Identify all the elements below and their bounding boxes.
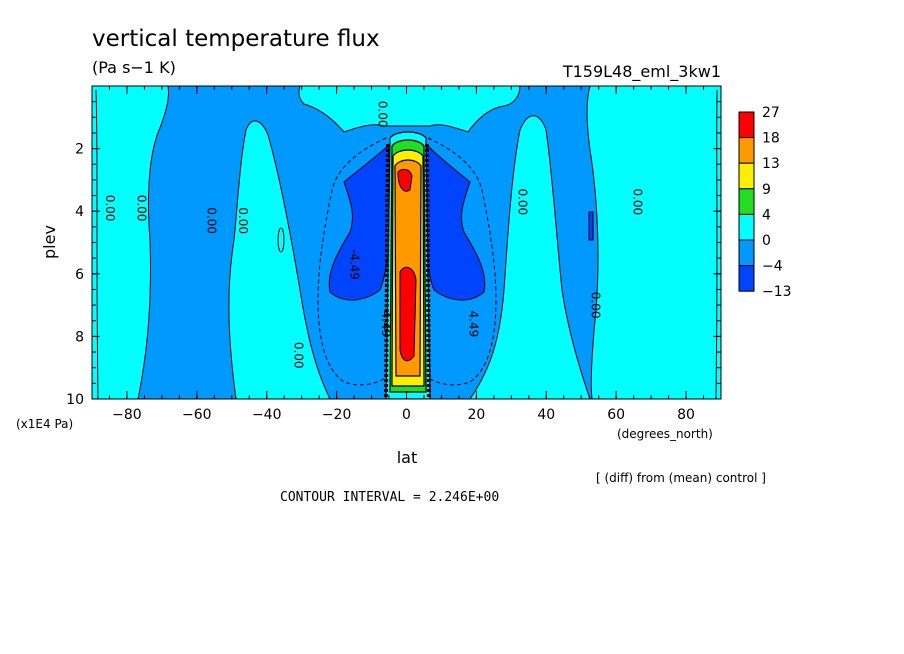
small-contour-west <box>277 227 285 253</box>
colorbar-swatch <box>738 111 755 139</box>
dashed-contour-west <box>317 137 389 386</box>
contour-interval: CONTOUR INTERVAL = 2.246E+00 <box>280 490 499 505</box>
y-axis-label: plev <box>40 225 59 259</box>
core-red-upper <box>397 168 413 192</box>
y-tick-label: 6 <box>75 267 84 283</box>
colorbar-swatch <box>738 213 755 241</box>
contour-labels: 0.00 0.00 0.00 0.00 0.00 0.00 -4.49 4.49 4.49 0.0… <box>103 101 645 369</box>
y-tick-label: 2 <box>75 142 84 158</box>
contour-label: 0.00 <box>292 342 306 369</box>
small-feature-east <box>588 211 594 241</box>
x-tick-label: 60 <box>607 407 625 423</box>
x-tick-label: −60 <box>182 407 212 423</box>
y-tick-label: 4 <box>75 204 84 220</box>
y-axis-units: (x1E4 Pa) <box>16 417 73 431</box>
dashed-contour-east <box>425 137 497 386</box>
colorbar: 27 18 13 9 4 0 −4 −13 <box>738 105 792 300</box>
plot-area <box>92 86 721 399</box>
x-tick-label: 40 <box>537 407 555 423</box>
x-tick-label: −20 <box>322 407 352 423</box>
colorbar-swatch <box>738 188 755 215</box>
chart-units: (Pa s−1 K) <box>92 58 176 77</box>
contour-label: 4.49 <box>379 311 393 338</box>
contour-label: 0.00 <box>631 188 645 215</box>
colorbar-swatch <box>738 265 755 292</box>
colorbar-swatch <box>738 137 755 164</box>
axes: −80 −60 −40 −20 0 20 40 60 80 2 4 6 8 10 <box>66 85 722 423</box>
contour-label: 0.00 <box>515 188 529 215</box>
x-tick-label: −40 <box>252 407 282 423</box>
contour-label: 0.00 <box>376 101 390 128</box>
contour-label: 0.00 <box>204 207 218 234</box>
cyan-region-far-west <box>92 86 169 399</box>
colorbar-swatch <box>738 162 755 190</box>
colorbar-level-label: −13 <box>762 284 792 300</box>
colorbar-level-label: 9 <box>762 182 771 198</box>
contour-label: -4.49 <box>348 249 362 280</box>
cyan-region-east <box>469 115 591 399</box>
x-axis-label: lat <box>397 448 418 467</box>
cyan-region-top <box>298 86 521 133</box>
colorbar-level-label: 4 <box>762 207 771 223</box>
core-flank-east <box>425 143 431 399</box>
run-id: T159L48_eml_3kw1 <box>562 62 721 82</box>
colorbar-level-label: 27 <box>762 105 780 121</box>
colorbar-level-label: 13 <box>762 156 780 172</box>
contour-label: 0.00 <box>103 195 117 222</box>
colorbar-level-label: 18 <box>762 131 780 147</box>
colorbar-level-label: −4 <box>762 259 783 275</box>
y-tick-label: 8 <box>75 329 84 345</box>
contour-label: 0.00 <box>589 292 603 319</box>
contour-label: 0.00 <box>134 195 148 222</box>
x-axis-units: (degrees_north) <box>617 427 713 441</box>
y-tick-label: 10 <box>66 392 84 408</box>
core-flank-west <box>384 143 390 399</box>
cyan-region-far-east <box>586 86 721 399</box>
contour-label: 0.00 <box>236 207 250 234</box>
x-tick-label: −80 <box>112 407 142 423</box>
x-tick-label: 20 <box>467 407 485 423</box>
core-red-lower <box>399 266 417 362</box>
cyan-region-west <box>228 120 331 399</box>
diff-note: [ (diff) from (mean) control ] <box>596 471 766 485</box>
contour-label: 4.49 <box>466 311 480 338</box>
colorbar-swatch <box>738 239 755 267</box>
x-tick-label: 80 <box>677 407 695 423</box>
x-tick-label: 0 <box>402 407 411 423</box>
colorbar-level-label: 0 <box>762 233 771 249</box>
chart-title: vertical temperature flux <box>92 26 380 52</box>
